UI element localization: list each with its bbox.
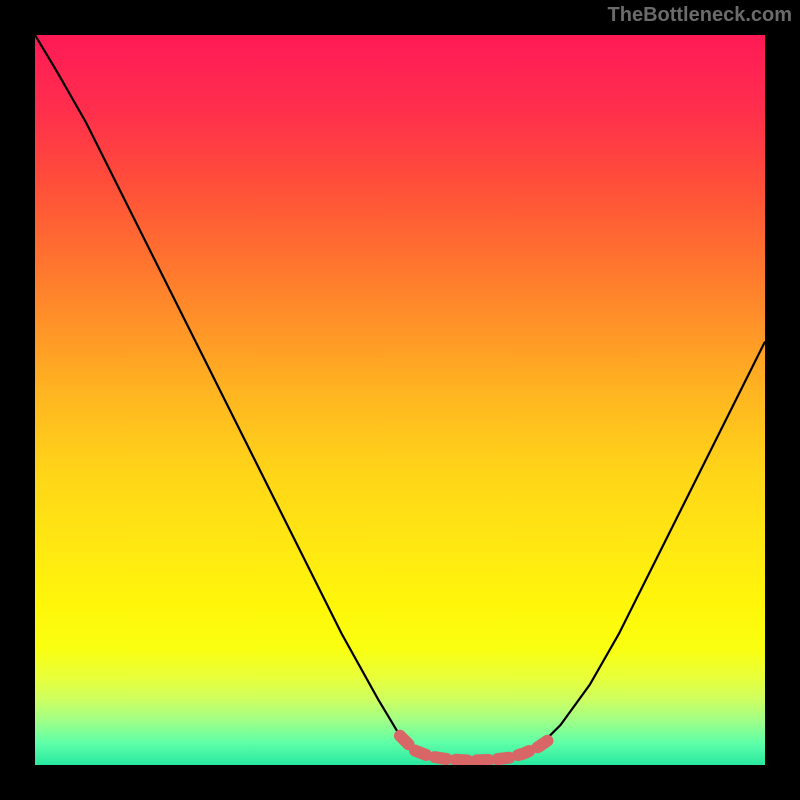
bottleneck-chart xyxy=(35,35,765,765)
chart-svg xyxy=(35,35,765,765)
watermark-text: TheBottleneck.com xyxy=(608,4,792,27)
chart-background xyxy=(35,35,765,765)
